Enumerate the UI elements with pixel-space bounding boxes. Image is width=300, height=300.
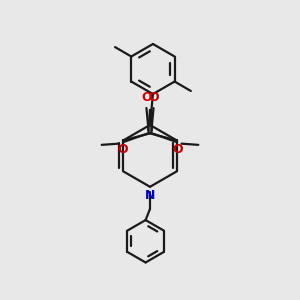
Text: O: O	[148, 91, 159, 103]
Text: N: N	[145, 189, 155, 202]
Text: O: O	[141, 91, 152, 103]
Text: O: O	[172, 143, 183, 156]
Text: O: O	[117, 143, 128, 156]
